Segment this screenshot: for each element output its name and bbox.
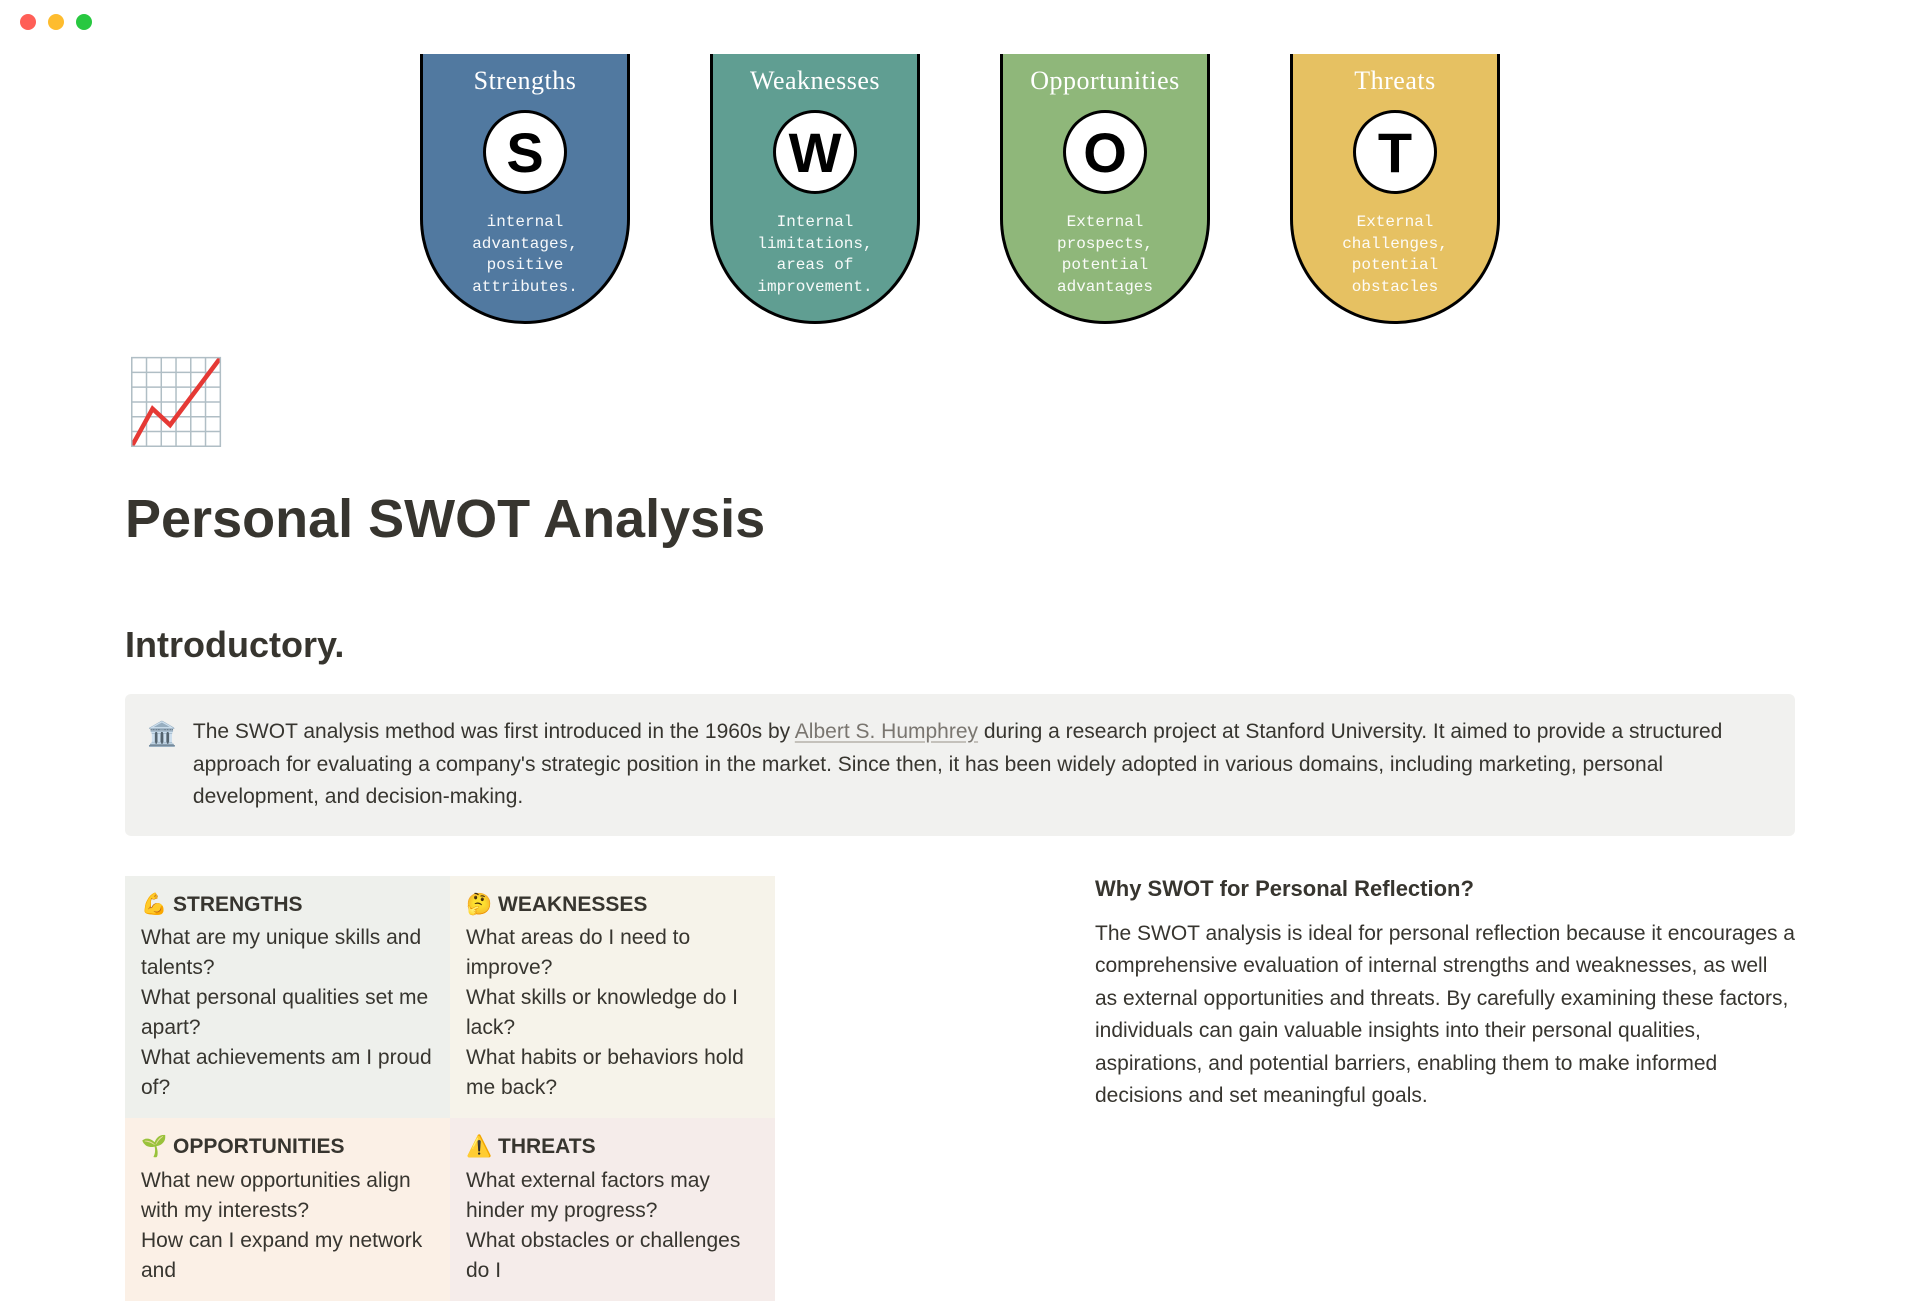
swot-card-letter: S [506,120,543,185]
swot-card-desc: internal advantages, positive attributes… [423,212,627,298]
swot-questions-grid: 💪 STRENGTHS What are my unique skills an… [125,876,775,1301]
swot-card-desc: External challenges, potential obstacles [1293,212,1497,298]
reflection-heading[interactable]: Why SWOT for Personal Reflection? [1095,876,1795,902]
close-window-button[interactable] [20,14,36,30]
cell-heading: 🌱 OPPORTUNITIES [141,1132,434,1162]
swot-card-weaknesses: Weaknesses W Internal limitations, areas… [710,54,920,324]
cell-label: OPPORTUNITIES [173,1135,345,1158]
grid-cell-strengths[interactable]: 💪 STRENGTHS What are my unique skills an… [125,876,450,1119]
page-title[interactable]: Personal SWOT Analysis [125,488,1795,550]
warning-icon: ⚠️ [466,1135,492,1158]
cell-heading: 🤔 WEAKNESSES [466,890,759,920]
thinking-icon: 🤔 [466,893,492,916]
albert-humphrey-link[interactable]: Albert S. Humphrey [795,720,978,743]
cell-body: What areas do I need to improve? What sk… [466,923,759,1102]
callout-text: The SWOT analysis method was first intro… [193,716,1767,814]
swot-card-strengths: Strengths S internal advantages, positiv… [420,54,630,324]
cell-body: What external factors may hinder my prog… [466,1166,759,1285]
swot-card-letter: W [789,120,842,185]
window-titlebar [0,0,1920,44]
reflection-body[interactable]: The SWOT analysis is ideal for personal … [1095,918,1795,1113]
reflection-column: Why SWOT for Personal Reflection? The SW… [1095,876,1795,1301]
intro-heading[interactable]: Introductory. [125,624,1795,666]
swot-card-letter-circle: W [773,110,857,194]
grid-cell-weaknesses[interactable]: 🤔 WEAKNESSES What areas do I need to imp… [450,876,775,1119]
swot-card-title: Threats [1354,66,1435,96]
cell-label: WEAKNESSES [498,893,647,916]
cell-body: What new opportunities align with my int… [141,1166,434,1285]
swot-card-title: Opportunities [1030,66,1180,96]
cell-heading: 💪 STRENGTHS [141,890,434,920]
cell-label: STRENGTHS [173,893,303,916]
swot-card-letter: T [1378,120,1412,185]
maximize-window-button[interactable] [76,14,92,30]
minimize-window-button[interactable] [48,14,64,30]
page-content: 📈 Personal SWOT Analysis Introductory. 🏛… [125,354,1795,1301]
swot-card-opportunities: Opportunities O External prospects, pote… [1000,54,1210,324]
intro-callout[interactable]: 🏛️ The SWOT analysis method was first in… [125,694,1795,836]
bank-icon: 🏛️ [147,716,177,814]
swot-card-threats: Threats T External challenges, potential… [1290,54,1500,324]
swot-card-desc: External prospects, potential advantages [1003,212,1207,298]
page-icon[interactable]: 📈 [127,354,225,452]
grid-cell-threats[interactable]: ⚠️ THREATS What external factors may hin… [450,1118,775,1301]
cell-body: What are my unique skills and talents? W… [141,923,434,1102]
cell-heading: ⚠️ THREATS [466,1132,759,1162]
two-column-layout: 💪 STRENGTHS What are my unique skills an… [125,876,1795,1301]
swot-card-letter-circle: O [1063,110,1147,194]
swot-card-letter: O [1083,120,1127,185]
seedling-icon: 🌱 [141,1135,167,1158]
muscle-icon: 💪 [141,893,167,916]
swot-card-desc: Internal limitations, areas of improveme… [713,212,917,298]
swot-banner: Strengths S internal advantages, positiv… [0,54,1920,324]
swot-card-letter-circle: S [483,110,567,194]
callout-pre: The SWOT analysis method was first intro… [193,720,795,743]
swot-card-title: Strengths [474,66,577,96]
swot-card-title: Weaknesses [750,66,880,96]
grid-cell-opportunities[interactable]: 🌱 OPPORTUNITIES What new opportunities a… [125,1118,450,1301]
cell-label: THREATS [498,1135,596,1158]
swot-card-letter-circle: T [1353,110,1437,194]
